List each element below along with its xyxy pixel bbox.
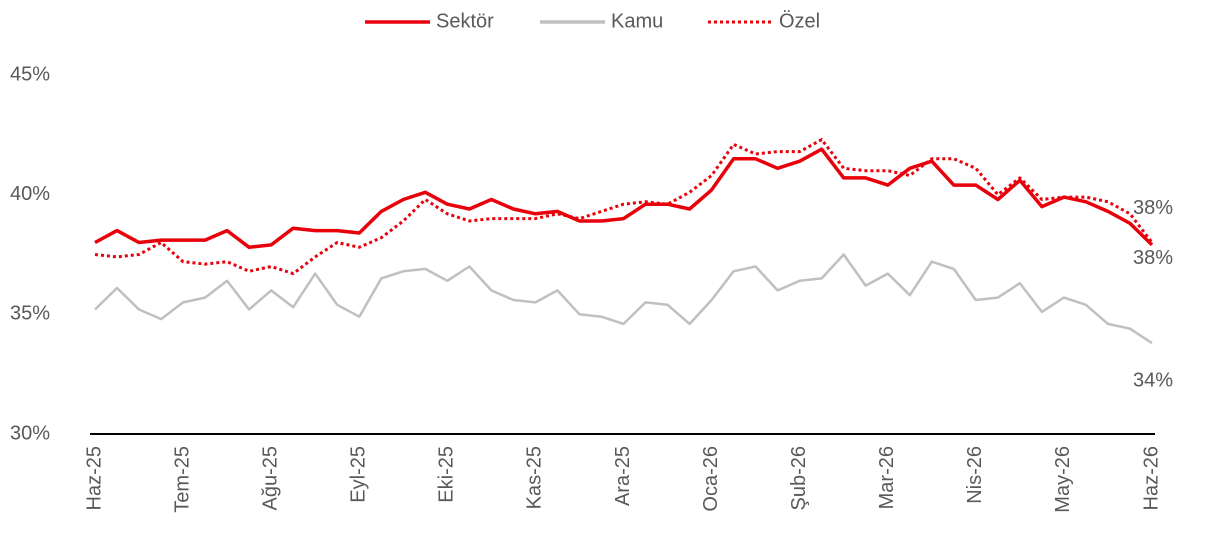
x-tick-label: Nis-26 — [964, 446, 986, 504]
x-tick-label: Ağu-25 — [259, 446, 281, 511]
legend-label: Özel — [779, 10, 820, 32]
y-tick-label: 40% — [10, 183, 50, 205]
value-label: 38% — [1133, 197, 1173, 219]
x-tick-label: Kas-25 — [524, 446, 546, 509]
x-tick-label: Eki-25 — [436, 446, 458, 503]
y-tick-label: 35% — [10, 303, 50, 325]
series-line — [94, 147, 1154, 250]
x-tick-label: Haz-25 — [83, 446, 105, 510]
legend-label: Kamu — [611, 10, 663, 32]
legend-label: Sektör — [436, 10, 494, 32]
x-tick-label: Şub-26 — [788, 446, 810, 511]
x-tick-label: Oca-26 — [700, 446, 722, 512]
y-tick-label: 30% — [10, 422, 50, 444]
y-tick-label: 45% — [10, 63, 50, 85]
x-tick-label: Haz-26 — [1140, 446, 1162, 510]
series-line — [94, 253, 1153, 345]
series-line — [94, 138, 1154, 276]
x-tick-label: May-26 — [1052, 446, 1074, 513]
x-tick-label: Eyl-25 — [348, 446, 370, 503]
x-tick-label: Mar-26 — [876, 446, 898, 509]
x-tick-label: Tem-25 — [171, 446, 193, 513]
value-label: 38% — [1133, 247, 1173, 269]
x-tick-label: Ara-25 — [612, 446, 634, 506]
value-label: 34% — [1133, 369, 1173, 391]
